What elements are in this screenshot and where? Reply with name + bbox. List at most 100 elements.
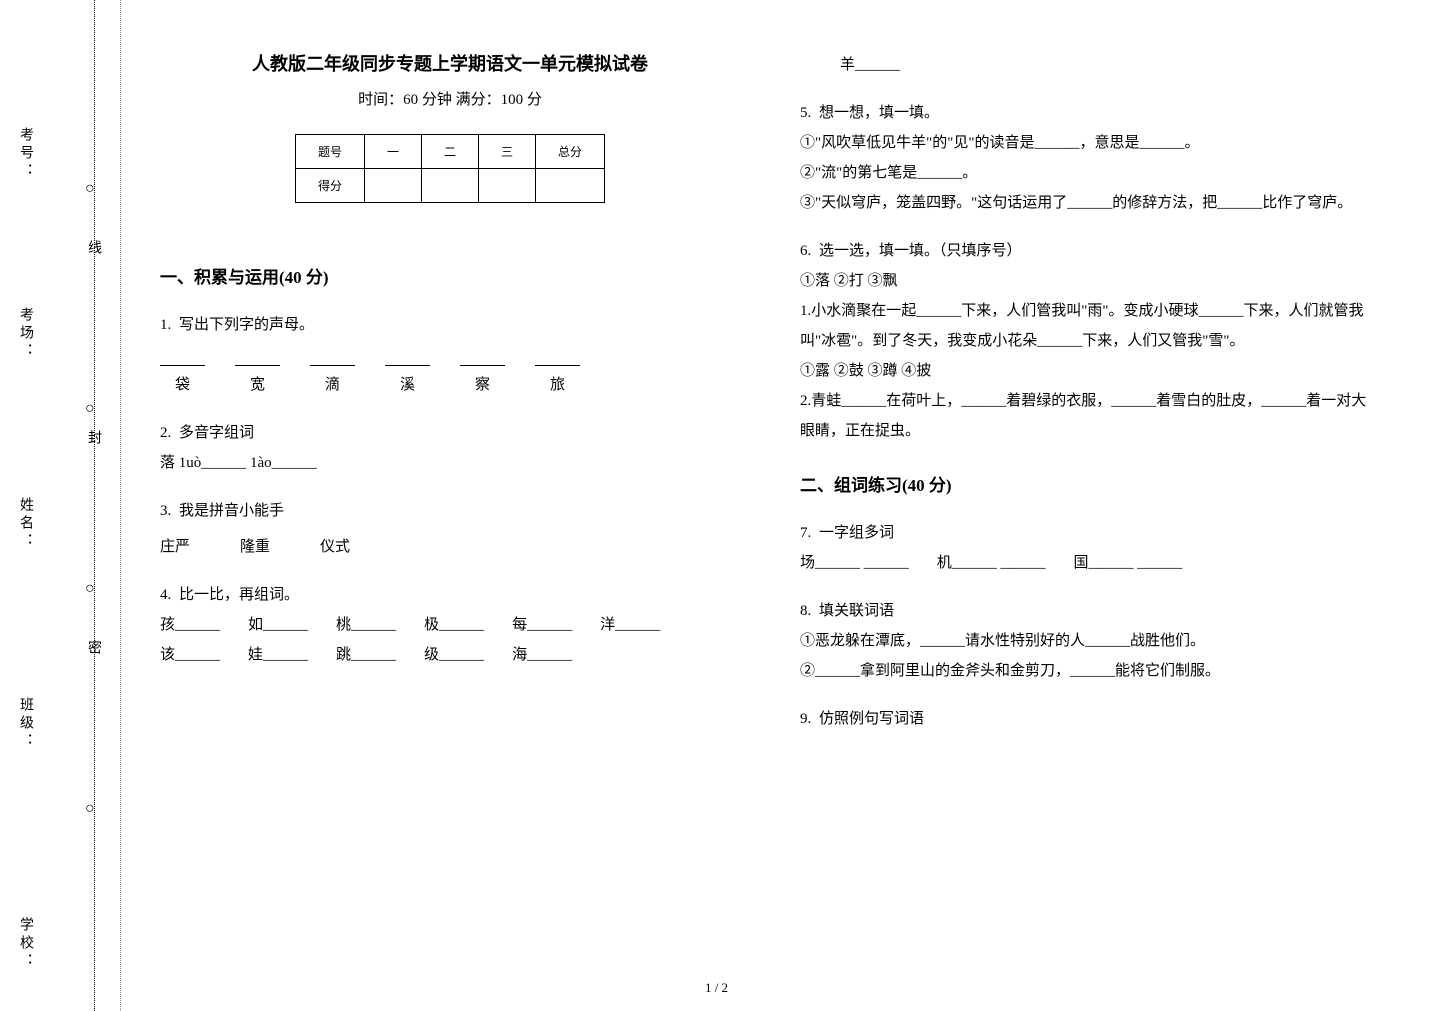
circle-1: ○ [85, 180, 95, 198]
seal-text-3: 线 [83, 240, 103, 262]
q4-num: 4. [160, 587, 171, 603]
th-total: 总分 [536, 135, 605, 169]
q1-num: 1. [160, 317, 171, 333]
q2-line: 落 1uò______ 1ào______ [160, 455, 317, 471]
page-number: 1 / 2 [705, 980, 728, 996]
q8-num: 8. [800, 603, 811, 619]
q5-l1: ①"风吹草低见牛羊"的"见"的读音是______，意思是______。 [800, 128, 1380, 158]
th-3: 三 [479, 135, 536, 169]
q5-text: 想一想，填一填。 [819, 105, 939, 121]
q5: 5. 想一想，填一填。 ①"风吹草低见牛羊"的"见"的读音是______，意思是… [800, 98, 1380, 218]
q4-cont: 羊______ [800, 50, 1380, 80]
section1-heading: 一、积累与运用(40 分) [160, 263, 740, 288]
q4-r2-2: 娃______ [248, 640, 308, 670]
q1-c4: 溪 [400, 370, 415, 400]
q5-l2: ②"流"的第七笔是______。 [800, 158, 1380, 188]
seal-text-1: 封 [83, 430, 103, 452]
td-total [536, 169, 605, 203]
q2-text: 多音字组词 [179, 425, 254, 441]
q1-c2: 宽 [250, 370, 265, 400]
q5-num: 5. [800, 105, 811, 121]
q8-l2: ②______拿到阿里山的金斧头和金剪刀，______能将它们制服。 [800, 656, 1380, 686]
td-3 [479, 169, 536, 203]
q4-r2-3: 跳______ [336, 640, 396, 670]
q4-r2-5: 海______ [512, 640, 572, 670]
right-column: 羊______ 5. 想一想，填一填。 ①"风吹草低见牛羊"的"见"的读音是__… [800, 50, 1380, 752]
q8-text: 填关联词语 [819, 603, 894, 619]
q6-opts1: ①落 ②打 ③飘 [800, 266, 1380, 296]
section2-heading: 二、组词练习(40 分) [800, 471, 1380, 496]
q6-text: 选一选，填一填。（只填序号） [819, 243, 1022, 259]
td-score-label: 得分 [295, 169, 364, 203]
q4-row2: 该______ 娃______ 跳______ 级______ 海______ [160, 640, 740, 670]
q6-num: 6. [800, 243, 811, 259]
q7-i1: 场______ ______ [800, 548, 909, 578]
q7-num: 7. [800, 525, 811, 541]
q7-i3: 国______ ______ [1074, 548, 1183, 578]
th-1: 一 [364, 135, 421, 169]
q4-text: 比一比，再组词。 [179, 587, 299, 603]
q4-r1-2: 如______ [248, 610, 308, 640]
q7: 7. 一字组多词 场______ ______ 机______ ______ 国… [800, 518, 1380, 578]
q3-w3: 仪式 [320, 532, 350, 562]
q4-r2-1: 该______ [160, 640, 220, 670]
q9-num: 9. [800, 711, 811, 727]
exam-title: 人教版二年级同步专题上学期语文一单元模拟试卷 [160, 50, 740, 76]
q1-text: 写出下列字的声母。 [179, 317, 314, 333]
q4-r1-1: 孩______ [160, 610, 220, 640]
th-2: 二 [421, 135, 478, 169]
q1-c6: 旅 [550, 370, 565, 400]
q3-text: 我是拼音小能手 [179, 503, 284, 519]
label-name: 姓名： [15, 497, 35, 551]
q4-r1-3: 桃______ [336, 610, 396, 640]
dotted-line [120, 0, 121, 1011]
q4-r1-4: 极______ [424, 610, 484, 640]
q6-opts2: ①露 ②鼓 ③蹲 ④披 [800, 356, 1380, 386]
q7-items: 场______ ______ 机______ ______ 国______ __… [800, 548, 1380, 578]
q1-c1: 袋 [175, 370, 190, 400]
q2: 2. 多音字组词 落 1uò______ 1ào______ [160, 418, 740, 478]
score-table: 题号 一 二 三 总分 得分 [160, 134, 740, 203]
q3-w1: 庄严 [160, 532, 190, 562]
binding-margin: 学校： 班级： 姓名： 考场： 考号： ○ ○ ○ ○ 封 密 线 [35, 0, 95, 1011]
q2-num: 2. [160, 425, 171, 441]
q1-c5: 察 [475, 370, 490, 400]
q4: 4. 比一比，再组词。 孩______ 如______ 桃______ 极___… [160, 580, 740, 670]
q4-r2-6: 羊______ [840, 57, 900, 73]
page-content: 人教版二年级同步专题上学期语文一单元模拟试卷 时间：60 分钟 满分：100 分… [160, 50, 1403, 752]
q1: 1. 写出下列字的声母。 袋 宽 滴 溪 察 旅 [160, 310, 740, 400]
q9: 9. 仿照例句写词语 [800, 704, 1380, 734]
label-room: 考场： [15, 307, 35, 361]
q6: 6. 选一选，填一填。（只填序号） ①落 ②打 ③飘 1.小水滴聚在一起____… [800, 236, 1380, 446]
circle-3: ○ [85, 580, 95, 598]
q6-l2: 2.青蛙______在荷叶上，______着碧绿的衣服，______着雪白的肚皮… [800, 386, 1380, 446]
q1-chars: 袋 宽 滴 溪 察 旅 [160, 348, 740, 400]
seal-text-2: 密 [83, 640, 103, 662]
label-id: 考号： [15, 127, 35, 181]
exam-subtitle: 时间：60 分钟 满分：100 分 [160, 88, 740, 109]
q7-i2: 机______ ______ [937, 548, 1046, 578]
q1-c3: 滴 [325, 370, 340, 400]
label-school: 学校： [15, 917, 35, 971]
td-1 [364, 169, 421, 203]
label-class: 班级： [15, 697, 35, 751]
td-2 [421, 169, 478, 203]
q4-r2-4: 级______ [424, 640, 484, 670]
q8-l1: ①恶龙躲在潭底，______请水性特别好的人______战胜他们。 [800, 626, 1380, 656]
q3-num: 3. [160, 503, 171, 519]
q3-words: 庄严 隆重 仪式 [160, 532, 740, 562]
circle-2: ○ [85, 400, 95, 418]
q3-w2: 隆重 [240, 532, 270, 562]
circle-4: ○ [85, 800, 95, 818]
q4-row1: 孩______ 如______ 桃______ 极______ 每______ … [160, 610, 740, 640]
q7-text: 一字组多词 [819, 525, 894, 541]
q8: 8. 填关联词语 ①恶龙躲在潭底，______请水性特别好的人______战胜他… [800, 596, 1380, 686]
q4-r1-5: 每______ [512, 610, 572, 640]
q3: 3. 我是拼音小能手 庄严 隆重 仪式 [160, 496, 740, 562]
th-label: 题号 [295, 135, 364, 169]
q9-text: 仿照例句写词语 [819, 711, 924, 727]
left-column: 人教版二年级同步专题上学期语文一单元模拟试卷 时间：60 分钟 满分：100 分… [160, 50, 740, 752]
q4-r1-6: 洋______ [600, 610, 660, 640]
q5-l3: ③"天似穹庐，笼盖四野。"这句话运用了______的修辞方法，把______比作… [800, 188, 1380, 218]
q6-l1: 1.小水滴聚在一起______下来，人们管我叫"雨"。变成小硬球______下来… [800, 296, 1380, 356]
